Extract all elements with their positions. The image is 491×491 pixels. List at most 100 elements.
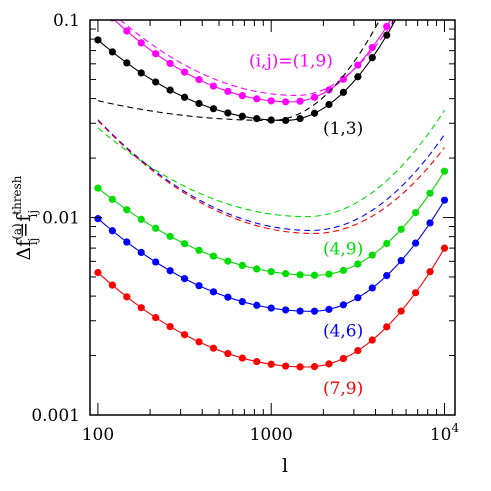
series-point <box>368 284 376 292</box>
series-point <box>180 68 189 76</box>
series-point <box>282 306 290 314</box>
series-point <box>354 346 362 355</box>
series-point <box>94 184 102 192</box>
series-point <box>325 86 333 94</box>
series-point <box>253 95 261 103</box>
series-point <box>440 196 449 204</box>
series-point <box>354 260 362 268</box>
series-point <box>383 22 391 31</box>
plot-marks <box>94 0 449 371</box>
series-point <box>123 206 131 214</box>
series-point <box>123 293 131 301</box>
series-point <box>412 289 420 297</box>
series-point <box>368 43 376 52</box>
series-point <box>253 265 261 273</box>
series-point <box>224 293 232 301</box>
plot-frame <box>89 19 456 416</box>
series-point <box>310 109 319 117</box>
series-point <box>325 270 333 278</box>
series-point <box>94 36 102 44</box>
series-point <box>137 248 145 257</box>
series-point <box>397 257 405 265</box>
series-point <box>398 6 405 13</box>
series-point <box>282 98 290 106</box>
series-point <box>426 268 434 276</box>
series-point <box>253 301 261 309</box>
x-tick-label: 104 <box>430 421 460 445</box>
series-point <box>209 288 218 296</box>
series-point <box>166 267 174 275</box>
y-tick-label: 0.1 <box>53 11 80 31</box>
series-point <box>383 31 391 39</box>
series-point <box>267 268 275 276</box>
series-point <box>180 93 189 101</box>
series-point <box>166 86 174 94</box>
series-annotation: (7,9) <box>323 379 363 399</box>
series-point <box>238 112 246 120</box>
series-point <box>426 219 434 227</box>
series-line <box>119 20 395 96</box>
series-point <box>368 251 376 259</box>
axes: 100 1000 104 0.001 0.01 0.1 <box>31 11 459 445</box>
series-point <box>152 258 160 266</box>
series-point <box>412 208 420 217</box>
series-point <box>209 105 218 113</box>
series-point <box>310 93 319 101</box>
series-point <box>296 271 304 279</box>
series-point <box>398 0 405 6</box>
y-axis-title-sub2: ij <box>26 210 40 218</box>
series-point <box>238 298 246 306</box>
series-point <box>123 59 131 67</box>
series-point <box>137 69 145 77</box>
series-annotation: (1,3) <box>323 119 363 139</box>
series-point <box>195 76 203 84</box>
series-point <box>137 304 145 312</box>
series-point <box>339 301 347 309</box>
series-point <box>253 358 261 366</box>
series-point <box>94 215 102 223</box>
series-point <box>368 54 376 62</box>
series-annotation: (4,9) <box>323 239 363 259</box>
series-point <box>440 167 449 175</box>
series-point <box>267 304 275 312</box>
series-point <box>282 362 290 370</box>
series-point <box>166 322 174 331</box>
series-point <box>238 261 246 270</box>
series-point <box>152 313 160 322</box>
x-tick-label: 100 <box>82 425 114 445</box>
series-point <box>195 246 203 254</box>
series-point <box>397 307 405 315</box>
series-point <box>180 240 189 248</box>
series-line <box>97 110 445 218</box>
series-point <box>368 336 376 344</box>
series-point <box>325 100 333 109</box>
series-point <box>137 39 145 47</box>
series-point <box>282 270 290 278</box>
series-point <box>440 244 449 252</box>
series-point <box>94 268 102 277</box>
series-point <box>267 360 275 368</box>
series-point <box>108 195 116 203</box>
series-point <box>195 338 203 346</box>
series-point <box>195 99 203 108</box>
series-point <box>296 307 304 315</box>
annotations: (i,j)=(1,9) (1,3) (4,9) (4,6) (7,9) <box>249 52 363 399</box>
series-point <box>412 239 420 247</box>
y-tick-label: 0.001 <box>31 406 80 426</box>
series-point <box>397 225 405 233</box>
series-point <box>325 305 333 313</box>
series-point <box>383 323 391 331</box>
series-point <box>325 360 333 368</box>
x-tick-label: 1000 <box>250 425 293 445</box>
series-point <box>209 344 218 352</box>
series-point <box>123 238 131 246</box>
series-point <box>296 363 304 371</box>
series-point <box>224 349 232 358</box>
series-line <box>97 120 445 235</box>
series-point <box>339 266 347 274</box>
series-group <box>94 0 449 371</box>
series-point <box>267 97 275 105</box>
x-axis-title: l <box>282 455 288 477</box>
